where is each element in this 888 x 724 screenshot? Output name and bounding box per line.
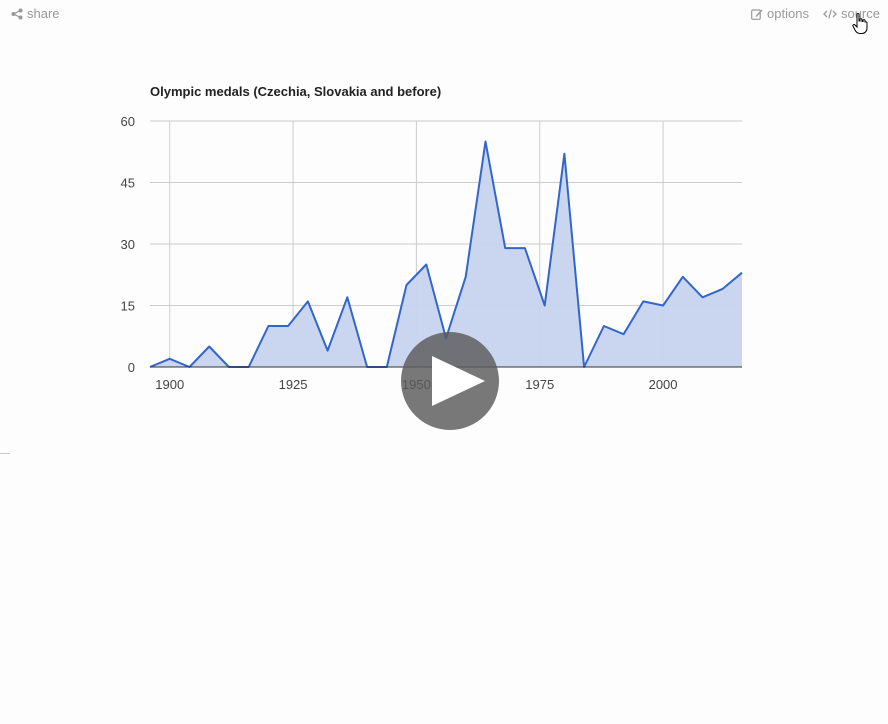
share-icon bbox=[11, 8, 23, 19]
divider bbox=[0, 453, 10, 454]
edit-icon bbox=[751, 8, 763, 20]
x-tick-label: 1900 bbox=[155, 377, 184, 392]
play-button[interactable] bbox=[401, 332, 499, 430]
y-tick-label: 60 bbox=[121, 114, 135, 129]
hand-cursor-icon bbox=[852, 13, 868, 34]
play-icon bbox=[432, 356, 485, 406]
options-button[interactable]: options bbox=[751, 6, 809, 21]
source-label: source bbox=[840, 6, 880, 21]
y-tick-label: 30 bbox=[121, 237, 135, 252]
options-label: options bbox=[767, 6, 809, 21]
y-tick-label: 0 bbox=[128, 360, 135, 375]
share-label: share bbox=[27, 6, 60, 21]
code-icon bbox=[823, 8, 837, 19]
share-button[interactable]: share bbox=[11, 6, 60, 21]
x-tick-label: 1975 bbox=[525, 377, 554, 392]
source-button[interactable]: source bbox=[823, 6, 880, 21]
chart-title: Olympic medals (Czechia, Slovakia and be… bbox=[150, 84, 441, 99]
area-fill bbox=[150, 141, 742, 367]
x-tick-label: 1925 bbox=[279, 377, 308, 392]
y-tick-label: 15 bbox=[121, 299, 135, 314]
x-tick-label: 2000 bbox=[649, 377, 678, 392]
y-tick-label: 45 bbox=[121, 176, 135, 191]
